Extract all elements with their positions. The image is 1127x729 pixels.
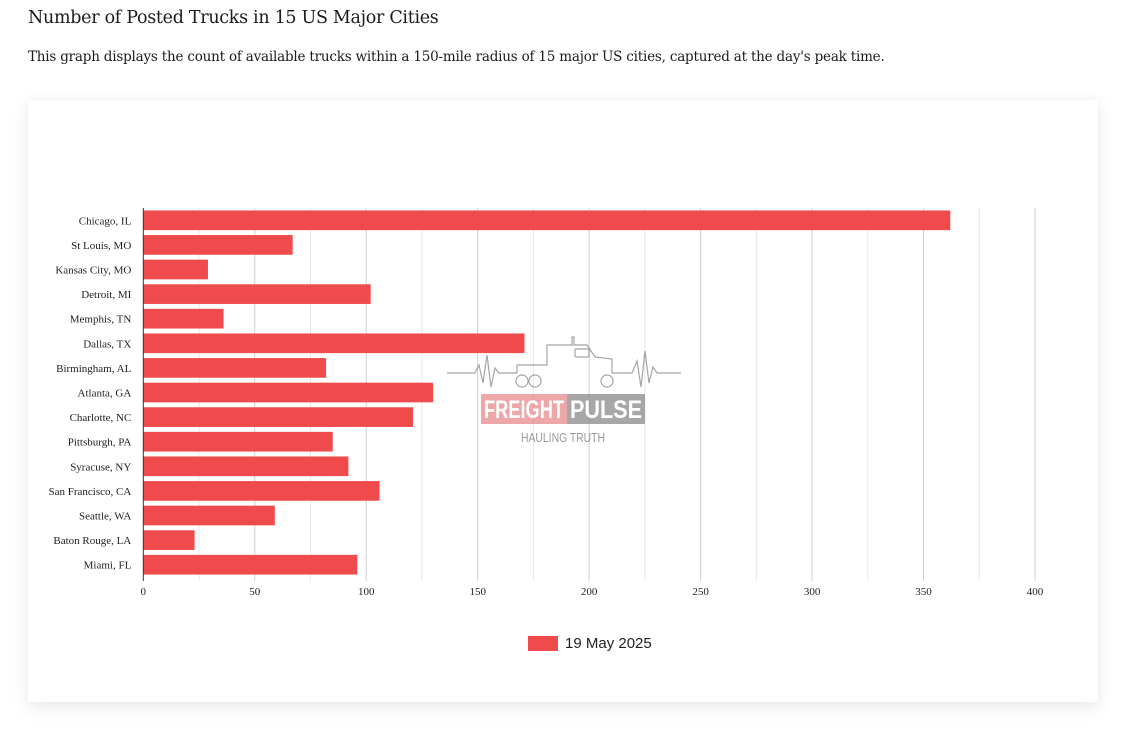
brand-left-text: FREIGHT [484,396,564,424]
bar[interactable] [143,481,380,501]
bar[interactable] [143,308,224,329]
x-tick-label: 50 [249,586,261,598]
bar[interactable] [143,358,327,378]
freight-pulse-watermark: FREIGHT PULSE HAULING TRUTH [447,336,681,445]
category-label: Pittsburgh, PA [68,437,132,449]
bars [143,210,951,575]
category-labels: Chicago, IL St Louis, MO Kansas City, MO De… [49,215,132,571]
category-label: Detroit, MI [81,289,131,301]
legend-label: 19 May 2025 [565,635,652,652]
bar[interactable] [143,456,349,477]
page-description: This graph displays the count of availab… [28,49,885,65]
x-tick-label: 250 [692,586,709,598]
x-tick-label: 350 [915,586,932,598]
category-label: Baton Rouge, LA [53,535,131,547]
category-label: Seattle, WA [79,511,131,523]
x-tick-label: 300 [804,586,821,598]
chart-legend[interactable]: 19 May 2025 [528,635,652,652]
brand-left-bg [481,394,567,424]
x-tick-label: 400 [1027,586,1044,598]
category-label: Miami, FL [84,560,132,572]
x-tick-label: 200 [581,586,598,598]
legend-swatch [528,636,558,651]
category-label: Kansas City, MO [55,265,131,277]
bar[interactable] [143,382,434,403]
truck-heartbeat-icon [447,336,681,388]
brand-right-text: PULSE [570,396,642,424]
bar[interactable] [143,530,195,550]
bar[interactable] [143,431,333,452]
category-label: Birmingham, AL [56,363,131,375]
brand-right-bg [567,394,645,424]
bar[interactable] [143,505,275,526]
category-label: Charlotte, NC [70,412,132,424]
category-label: Atlanta, GA [78,388,132,400]
bar[interactable] [143,235,293,255]
x-tick-labels: 0 50 100 150 200 250 300 350 400 [141,586,1044,598]
brand-tagline: HAULING TRUTH [521,430,605,445]
category-label: St Louis, MO [71,240,131,252]
category-label: Memphis, TN [70,314,132,326]
page-title: Number of Posted Trucks in 15 US Major C… [28,8,439,28]
x-tick-label: 150 [469,586,486,598]
category-label: Syracuse, NY [70,461,131,473]
x-tick-label: 0 [141,586,147,598]
category-label: Chicago, IL [79,215,132,227]
bar[interactable] [143,284,371,304]
bar[interactable] [143,210,951,231]
x-tick-label: 100 [358,586,375,598]
category-label: Dallas, TX [83,338,131,350]
bar[interactable] [143,259,208,280]
bar[interactable] [143,333,525,354]
bar[interactable] [143,554,358,575]
category-label: San Francisco, CA [49,486,132,498]
bar[interactable] [143,407,414,427]
